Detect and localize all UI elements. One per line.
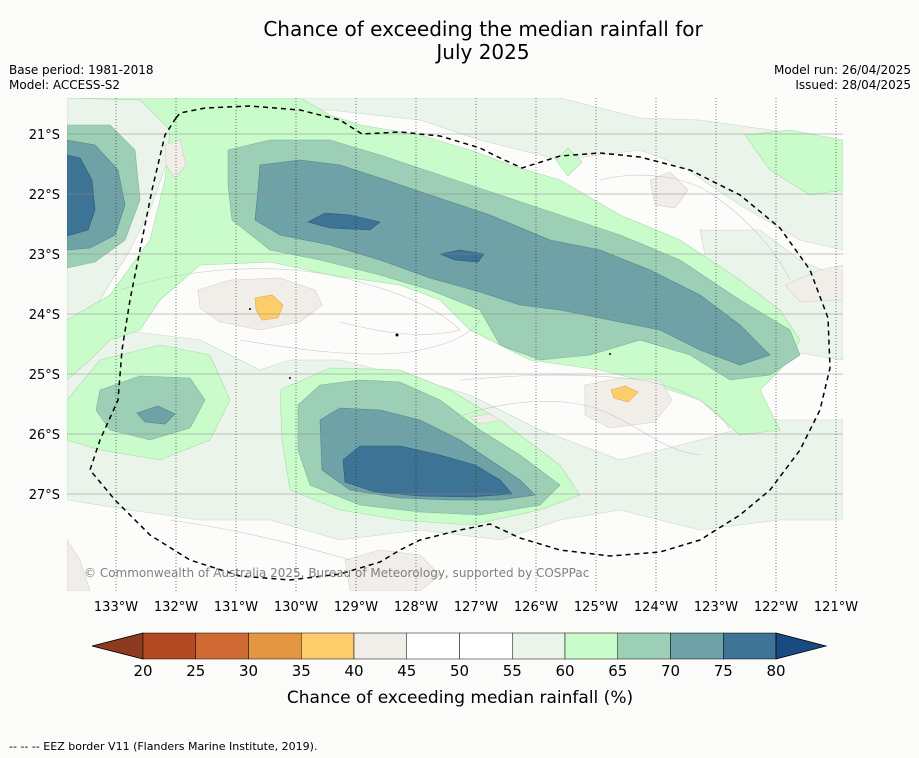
lon-label: 130°W	[274, 600, 318, 615]
colorbar-tick: 20	[133, 662, 152, 680]
colorbar-tick: 45	[397, 662, 416, 680]
title-line-2: July 2025	[436, 40, 530, 64]
colorbar-tick: 60	[555, 662, 574, 680]
colorbar-segment	[564, 632, 618, 660]
issued-label: Issued: 28/04/2025	[795, 78, 911, 92]
model-run-label: Model run: 26/04/2025	[773, 63, 911, 77]
colorbar-segment	[301, 632, 355, 660]
colorbar-tick: 50	[450, 662, 469, 680]
lon-label: 123°W	[694, 600, 738, 615]
colorbar-tick: 80	[766, 662, 785, 680]
lon-label: 126°W	[514, 600, 558, 615]
contour-75-80	[67, 154, 96, 237]
longitude-labels: 133°W 132°W 131°W 130°W 129°W 128°W 127°…	[94, 600, 858, 615]
lat-label: 26°S	[29, 428, 60, 443]
colorbar-segment	[248, 632, 302, 660]
lon-label: 125°W	[574, 600, 618, 615]
lon-label: 133°W	[94, 600, 138, 615]
lat-label: 22°S	[29, 188, 60, 203]
lon-label: 124°W	[634, 600, 678, 615]
colorbar-segment	[142, 632, 196, 660]
lon-label: 131°W	[214, 600, 258, 615]
colorbar-tick: 35	[292, 662, 311, 680]
colorbar-extend-low	[91, 632, 144, 660]
model-label: Model: ACCESS-S2	[9, 78, 121, 92]
colorbar-tick: 55	[503, 662, 522, 680]
colorbar-segment	[670, 632, 724, 660]
copyright-notice: © Commonwealth of Australia 2025, Bureau…	[84, 566, 589, 580]
lat-label: 24°S	[29, 308, 60, 323]
lon-label: 127°W	[454, 600, 498, 615]
rainfall-probability-map: © Commonwealth of Australia 2025, Bureau…	[67, 98, 843, 591]
colorbar-segment	[195, 632, 249, 660]
meta-right: Model run: 26/04/2025 Issued: 28/04/2025	[774, 63, 911, 93]
colorbar-tick: 30	[239, 662, 258, 680]
base-period-label: Base period: 1981-2018	[9, 63, 154, 77]
lat-label: 27°S	[29, 488, 60, 503]
meta-left: Base period: 1981-2018 Model: ACCESS-S2	[9, 63, 154, 93]
lat-label: 23°S	[29, 248, 60, 263]
graticule	[115, 98, 837, 591]
colorbar-tick-labels: 20 25 30 35 40 45 50 55 60 65 70 75 80	[133, 662, 785, 680]
colorbar-segment	[617, 632, 671, 660]
lon-label: 122°W	[754, 600, 798, 615]
latitude-labels: 21°S 22°S 23°S 24°S 25°S 26°S 27°S	[29, 128, 60, 503]
map-title: Chance of exceeding the median rainfall …	[0, 18, 919, 64]
colorbar-label: Chance of exceeding median rainfall (%)	[287, 688, 633, 708]
colorbar-extend-high	[775, 632, 828, 660]
eez-legend-note: -- -- -- EEZ border V11 (Flanders Marine…	[9, 740, 318, 753]
colorbar-tick: 65	[608, 662, 627, 680]
colorbar-tick: 70	[661, 662, 680, 680]
lat-label: 25°S	[29, 368, 60, 383]
lon-label: 121°W	[814, 600, 858, 615]
eez-border	[89, 105, 831, 581]
colorbar-tick: 75	[714, 662, 733, 680]
island-markers	[249, 308, 611, 379]
title-line-1: Chance of exceeding the median rainfall …	[263, 17, 703, 41]
colorbar-segment	[353, 632, 407, 660]
colorbar-tick: 25	[186, 662, 205, 680]
colorbar-segment	[723, 632, 777, 660]
lon-label: 128°W	[394, 600, 438, 615]
lat-label: 21°S	[29, 128, 60, 143]
colorbar-segment	[459, 632, 513, 660]
colorbar	[91, 632, 828, 660]
colorbar-segment	[512, 632, 566, 660]
lon-label: 129°W	[334, 600, 378, 615]
colorbar-segment	[406, 632, 460, 660]
colorbar-tick: 40	[344, 662, 363, 680]
lon-label: 132°W	[154, 600, 198, 615]
thin-contours	[119, 174, 791, 561]
